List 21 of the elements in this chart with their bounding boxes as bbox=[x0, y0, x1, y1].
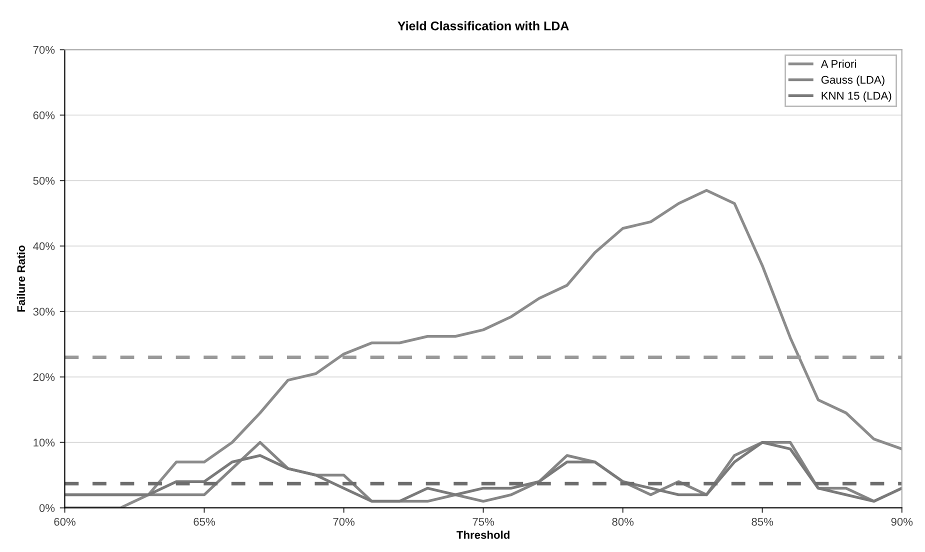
y-tick-label: 0% bbox=[39, 504, 55, 512]
y-tick-label: 70% bbox=[33, 46, 55, 54]
y-tick-label: 10% bbox=[34, 438, 55, 447]
legend-label: Gauss (LDA) bbox=[821, 76, 884, 86]
chart-title: Yield Classification with LDA bbox=[398, 21, 569, 30]
y-tick-label: 40% bbox=[33, 242, 55, 250]
y-tick-label: 20% bbox=[33, 373, 55, 382]
x-tick-label: 60% bbox=[54, 518, 76, 526]
x-tick-label: 65% bbox=[194, 518, 215, 526]
legend-label: A Priori bbox=[820, 60, 856, 68]
x-tick-label: 90% bbox=[891, 518, 913, 526]
x-tick-label: 80% bbox=[612, 518, 634, 526]
x-tick-label: 70% bbox=[333, 518, 355, 526]
x-tick-label: 85% bbox=[752, 518, 774, 526]
x-tick-label: 75% bbox=[472, 518, 494, 526]
x-axis-title: Threshold bbox=[456, 530, 510, 539]
legend-label: KNN 15 (LDA) bbox=[822, 92, 892, 102]
y-tick-label: 30% bbox=[33, 308, 55, 316]
y-axis-title: Failure Ratio bbox=[16, 246, 26, 312]
y-tick-label: 60% bbox=[33, 111, 55, 120]
y-tick-label: 50% bbox=[33, 176, 55, 185]
